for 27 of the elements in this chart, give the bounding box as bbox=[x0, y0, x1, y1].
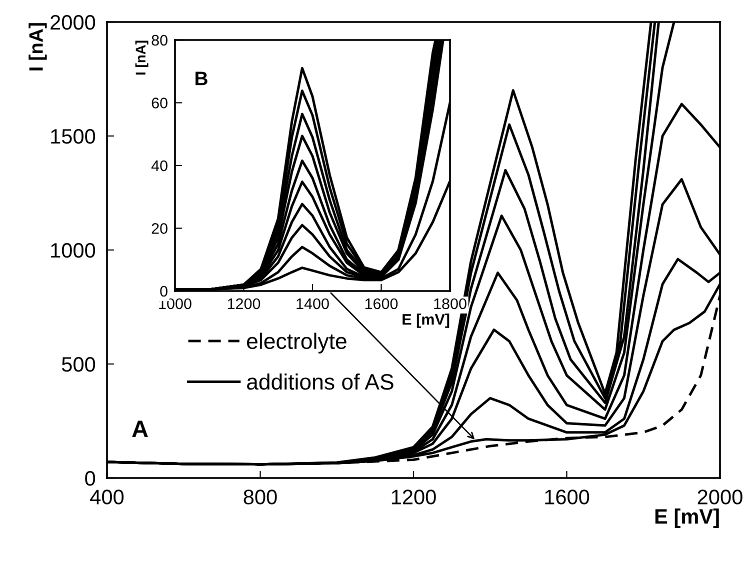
x-tick-label: 1200 bbox=[228, 298, 260, 310]
legend-label: additions of AS bbox=[247, 373, 394, 390]
y-tick-label: 1000 bbox=[51, 243, 96, 258]
x-tick-label: 1600 bbox=[365, 298, 398, 310]
y-tick-label: 60 bbox=[152, 98, 168, 108]
x-tick-label: 800 bbox=[244, 490, 277, 504]
x-tick-label: 1200 bbox=[392, 490, 436, 504]
x-tick-label: 400 bbox=[90, 490, 124, 504]
x-axis-title: E [mV] bbox=[402, 314, 450, 328]
y-tick-label: 500 bbox=[62, 357, 96, 372]
annotation: B bbox=[196, 72, 208, 86]
x-tick-label: 2000 bbox=[698, 490, 742, 504]
y-axis-title: I [nA] bbox=[28, 23, 47, 70]
legend-label: electrolyte bbox=[247, 332, 346, 354]
y-axis-title: I [nA] bbox=[135, 40, 148, 75]
y-tick-label: 80 bbox=[152, 34, 168, 46]
x-tick-label: 1600 bbox=[545, 490, 590, 504]
x-axis-title: E [mV] bbox=[655, 508, 719, 528]
x-tick-label: 1400 bbox=[296, 298, 329, 310]
y-tick-label: 40 bbox=[151, 160, 168, 172]
y-tick-label: 1500 bbox=[51, 129, 96, 144]
annotation: A bbox=[132, 420, 148, 437]
y-tick-label: 20 bbox=[152, 223, 168, 234]
y-tick-label: 2000 bbox=[50, 15, 96, 30]
y-tick-label: 0 bbox=[85, 471, 96, 486]
x-tick-label: 1800 bbox=[434, 298, 466, 310]
y-tick-label: 0 bbox=[160, 286, 168, 297]
